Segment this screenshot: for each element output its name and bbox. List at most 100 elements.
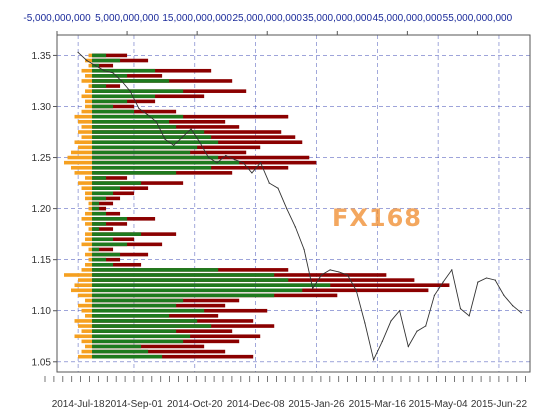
price-point (372, 359, 375, 361)
volume-bar-orange (81, 186, 93, 190)
volume-bar-total (92, 354, 254, 359)
price-point (233, 158, 236, 161)
volume-bar-orange (85, 196, 93, 201)
volume-bar-green (92, 114, 184, 119)
volume-bar-green (92, 344, 142, 349)
volume-bar-green (92, 227, 100, 231)
volume-bar-orange (85, 191, 93, 196)
volume-bar-green (92, 247, 100, 252)
volume-bar-green (92, 74, 128, 78)
volume-bar-green (92, 150, 191, 155)
volume-bar-green (92, 308, 205, 313)
price-point (277, 187, 279, 189)
volume-bar-orange (81, 268, 93, 272)
volume-bar-green (92, 283, 331, 287)
volume-bar-green (92, 339, 184, 344)
volume-bar-green (92, 206, 100, 211)
volume-bar-orange (78, 278, 93, 282)
price-point (260, 162, 262, 164)
price-point (147, 114, 149, 116)
volume-bar-orange (85, 99, 93, 104)
volume-bar-orange (81, 308, 93, 313)
volume-bar-green (92, 196, 107, 201)
volume-bar-green (92, 155, 219, 160)
x-tick-label: 2014-Oct-20 (167, 399, 223, 410)
volume-bar-green (92, 125, 177, 129)
volume-bar-orange (78, 293, 93, 298)
volume-bar-green (92, 237, 114, 242)
price-point (346, 274, 349, 276)
volume-bar-total (92, 201, 114, 206)
price-point (399, 310, 401, 312)
volume-bar-green (92, 130, 205, 134)
volume-bar-green (92, 160, 240, 165)
volume-bar-green (92, 288, 303, 293)
price-point (320, 274, 323, 276)
volume-bar-orange (88, 206, 93, 211)
volume-bar-green (92, 58, 121, 63)
volume-bar-green (92, 217, 128, 221)
volume-bar-green (92, 176, 107, 180)
volume-bar-orange (71, 165, 93, 170)
volume-bar-orange (88, 53, 93, 58)
price-point (112, 72, 114, 74)
price-point (242, 162, 244, 164)
volume-bar-total (92, 176, 128, 180)
volume-bar-orange (85, 176, 93, 180)
price-point (199, 141, 201, 143)
volume-bar-green (92, 99, 128, 104)
volume-bar-orange (81, 125, 93, 129)
top-tick-label: 5,000,000,000 (95, 13, 159, 24)
x-tick-label: 2014-Dec-08 (227, 399, 285, 410)
volume-bar-total (92, 349, 226, 354)
x-tick-label: 2014-Jul-18 (52, 399, 105, 410)
volume-bar-orange (67, 155, 93, 160)
volume-bar-green (92, 201, 100, 206)
volume-bar-green (92, 268, 219, 272)
volume-bar-orange (81, 339, 93, 344)
volume-bar-green (92, 186, 121, 190)
price-point (103, 70, 105, 72)
volume-bar-orange (81, 68, 93, 73)
volume-bar-total (92, 53, 128, 58)
watermark-logo: FX168 (332, 204, 422, 232)
volume-bar-orange (78, 181, 93, 185)
price-point (477, 281, 479, 283)
volume-bar-orange (81, 349, 93, 354)
volume-bars (64, 53, 450, 359)
price-point (251, 172, 253, 174)
top-tick-label: -5,000,000,000 (23, 13, 91, 24)
volume-bar-green (92, 109, 135, 114)
volume-bar-orange (85, 252, 93, 257)
x-tick-label: 2015-May-04 (409, 399, 468, 410)
top-tick-label: 45,000,000,000 (373, 13, 443, 24)
price-point (268, 182, 270, 184)
volume-bar-green (92, 140, 219, 145)
price-point (286, 208, 288, 210)
volume-bar-orange (85, 344, 93, 349)
volume-bar-green (92, 104, 114, 109)
volume-bar-green (92, 252, 121, 257)
y-tick-label: 1.05 (32, 357, 52, 368)
price-point (312, 287, 314, 289)
price-point (190, 128, 192, 130)
volume-bar-orange (74, 319, 93, 323)
price-line-layer (77, 51, 522, 362)
price-point (459, 308, 462, 310)
price-line (77, 52, 522, 362)
volume-bar-green (92, 165, 212, 170)
volume-bar-total (92, 222, 128, 226)
volume-bar-orange (85, 89, 93, 93)
volume-bar-green (92, 68, 156, 73)
price-point (138, 107, 140, 110)
volume-bar-green (92, 232, 142, 236)
volume-bar-orange (74, 114, 93, 119)
volume-bar-orange (88, 247, 93, 252)
price-point (77, 51, 79, 53)
price-point (364, 322, 366, 324)
price-point (120, 80, 123, 82)
price-point (503, 294, 505, 297)
price-point (451, 269, 453, 271)
